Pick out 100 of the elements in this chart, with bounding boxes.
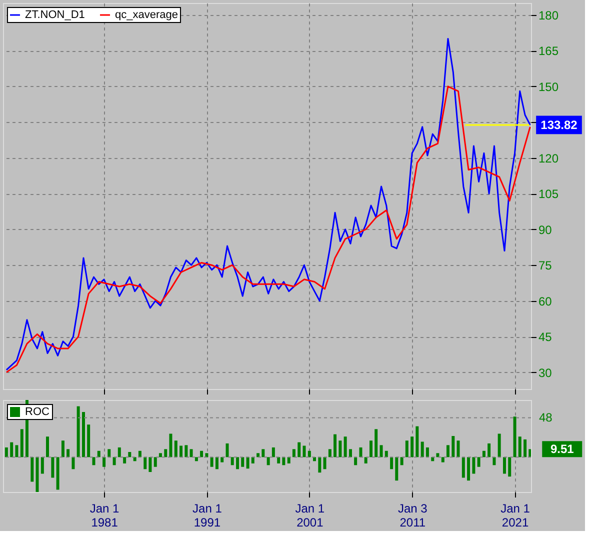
bar (338, 440, 342, 458)
bar (20, 429, 24, 458)
bar (354, 457, 358, 466)
bar (184, 445, 188, 458)
bar (61, 440, 64, 458)
bar (374, 429, 378, 458)
bar (194, 457, 198, 462)
bar (524, 439, 527, 458)
bar (180, 446, 183, 458)
bar (452, 436, 455, 458)
bar (215, 457, 218, 470)
bar (302, 446, 306, 458)
bar (502, 457, 506, 474)
bar (158, 453, 162, 458)
bar (292, 449, 296, 458)
bar (144, 457, 147, 470)
annotation: 9.51 (550, 442, 574, 456)
line-series (6, 86, 531, 374)
bar (97, 450, 100, 458)
bar (420, 442, 424, 458)
bar (488, 443, 491, 458)
bar (287, 457, 290, 464)
bar (416, 426, 419, 458)
bar (15, 445, 18, 458)
bar (51, 457, 54, 478)
bar (370, 440, 373, 458)
data-label: 133.82 (540, 118, 578, 132)
bar (498, 434, 501, 458)
bar (348, 449, 352, 458)
bar (72, 457, 75, 470)
y-tick-label: 45 (538, 330, 552, 344)
x-tick-label: Jan 1 1991 (192, 502, 222, 530)
bar (4, 447, 8, 458)
bar (528, 449, 531, 458)
bar (246, 457, 250, 469)
bar (492, 457, 496, 466)
bar (112, 457, 116, 466)
y-tick-label: 180 (538, 8, 559, 22)
bar (472, 457, 476, 474)
bar (10, 442, 14, 458)
bar (313, 457, 316, 462)
bar (102, 457, 106, 467)
y-tick-label: 30 (538, 366, 552, 380)
bar (390, 457, 394, 470)
bar (446, 445, 450, 458)
y-tick-label: 105 (538, 187, 559, 202)
bar (36, 457, 39, 492)
x-tick-label: Jan 1 1981 (90, 502, 120, 530)
bar (462, 457, 465, 478)
bar (66, 449, 70, 458)
bar (384, 450, 388, 458)
y-tick-label: 60 (538, 294, 552, 308)
bar (272, 447, 275, 458)
bar (400, 457, 404, 466)
bar (148, 457, 152, 472)
x-tick-label: Jan 3 2011 (398, 502, 428, 530)
bar (441, 457, 444, 462)
bar (426, 447, 429, 458)
bar (344, 436, 347, 458)
bar (395, 457, 398, 481)
bar (266, 457, 270, 466)
bar (241, 457, 244, 467)
bar (334, 434, 337, 458)
bar (328, 449, 332, 458)
bar (200, 450, 204, 458)
bar (46, 436, 50, 458)
bar (298, 442, 301, 458)
bar (467, 457, 470, 481)
bar (410, 436, 414, 458)
bar (282, 457, 286, 466)
bar (323, 457, 326, 470)
bar (308, 450, 311, 458)
bar (380, 445, 383, 458)
y-tick-label: 165 (538, 44, 559, 58)
bar (133, 457, 136, 462)
legend-label: ZT.NON_D1 (25, 9, 85, 21)
bar (210, 457, 214, 467)
bar (256, 453, 260, 458)
bar (236, 457, 240, 470)
x-tick-label: Jan 1 2001 (295, 502, 325, 530)
bar (482, 450, 486, 458)
bar (56, 457, 60, 490)
bar (477, 457, 480, 467)
bar (123, 457, 126, 464)
bar (405, 440, 408, 458)
bar (87, 424, 90, 458)
bar (82, 412, 85, 458)
y-tick-label: 150 (538, 80, 559, 94)
bar (169, 434, 172, 458)
y-tick-label: 75 (538, 258, 552, 273)
bar (76, 406, 80, 458)
bar (230, 457, 234, 466)
y-tick-label: 120 (538, 151, 559, 166)
bar (174, 440, 178, 458)
bar (318, 457, 322, 473)
bar (190, 449, 193, 458)
bar (518, 436, 522, 458)
y-tick-label: 90 (538, 222, 552, 237)
text: 48 (539, 410, 553, 425)
bar (154, 457, 157, 467)
